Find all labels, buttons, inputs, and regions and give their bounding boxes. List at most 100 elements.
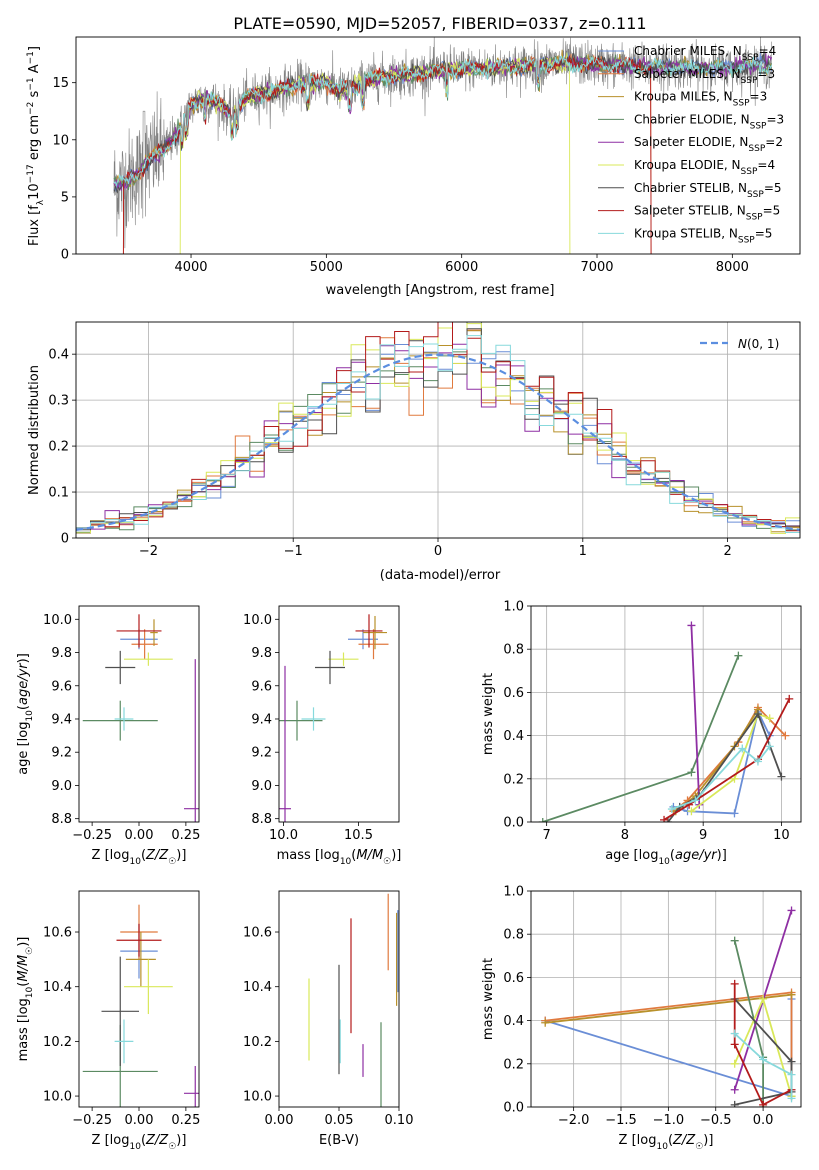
histogram-step (76, 328, 800, 531)
age-vs-metallicity-panel: −0.25 0.00 0.25 8.8 9.0 9.2 9.4 9.6 9.8 10.0 Z [lo… (16, 605, 200, 867)
label-part: N (738, 337, 747, 351)
legend-entry: Salpeter STELIB, NSSP=5 (634, 204, 780, 223)
x-tick-label: 10.0 (269, 828, 298, 843)
weight-point-marker (765, 714, 774, 723)
y-tick-label: 10.2 (43, 1035, 72, 1050)
weight-point-marker (687, 768, 696, 777)
label-part: SSP (741, 76, 758, 86)
y-tick-label: 8.8 (251, 812, 272, 827)
x-tick-label: 0.25 (171, 1113, 200, 1128)
x-tick-label: 0.25 (171, 828, 200, 843)
weight-point-marker (787, 906, 796, 915)
mass-weight-vs-metallicity-panel: −2.0 −1.5 −1.0 −0.5 0.0 0.0 0.2 0.4 0.6 0.8 1.0 Z [… (481, 885, 802, 1152)
weight-point-marker (734, 651, 743, 660)
plot-area (308, 893, 399, 1107)
label-part: )] (176, 848, 186, 863)
weight-point-marker (787, 1070, 796, 1079)
axes-frame (75, 36, 801, 255)
label-part: 10 (658, 857, 670, 867)
y-tick-label: 0.4 (503, 1014, 524, 1029)
legend-entry: Kroupa MILES, NSSP=3 (634, 90, 767, 109)
label-part: SSP (742, 53, 759, 63)
y-tick-label: 10.0 (43, 1090, 72, 1105)
gaussian-reference-line (76, 353, 800, 531)
label-part: ☉ (383, 857, 391, 867)
weight-point-marker (759, 1055, 768, 1064)
label-part: =3 (750, 90, 768, 104)
y-tick-label: 10.0 (43, 613, 72, 628)
label-part: age/yr (16, 662, 31, 705)
y-tick-label: 10.2 (243, 1035, 272, 1050)
weight-series-line (672, 706, 786, 812)
y-tick-label: 0.2 (48, 440, 69, 455)
label-part: Flux [f (27, 205, 42, 246)
weight-point-marker (730, 1029, 739, 1038)
plot-area (279, 614, 389, 822)
age-vs-mass-panel: 10.0 10.5 8.8 9.0 9.2 9.4 9.6 9.8 10.0 mass [log1… (243, 605, 401, 867)
label-part: Chabrier ELODIE, N (634, 112, 750, 126)
label-part: =5 (764, 181, 782, 195)
label-part: Salpeter STELIB, N (634, 204, 746, 218)
x-tick-label: −2.0 (558, 1113, 590, 1128)
y-axis-label: age [log10(age/yr)] (16, 653, 35, 775)
label-part: λ (36, 199, 46, 205)
label-part: −1 (26, 77, 36, 90)
y-tick-label: 0 (61, 248, 69, 263)
y-tick-label: 0 (61, 532, 69, 547)
y-tick-label: 9.8 (51, 646, 72, 661)
weight-series-line (690, 625, 701, 805)
label-part: M/M (16, 955, 31, 982)
legend-entry: Salpeter MILES, NSSP=3 (634, 67, 775, 86)
y-tick-label: 0.3 (48, 394, 69, 409)
weight-point-marker (787, 990, 796, 999)
label-part: =3 (757, 67, 775, 81)
label-part: age [log (16, 722, 31, 775)
label-part: ☉ (168, 1142, 176, 1152)
weight-point-marker (730, 774, 739, 783)
y-tick-label: 10.6 (43, 926, 72, 941)
label-part: SSP (750, 121, 767, 131)
label-part: ( (141, 1133, 146, 1148)
label-part: Kroupa ELODIE, N (634, 158, 741, 172)
label-part: =4 (759, 44, 777, 58)
weight-point-marker (687, 621, 696, 630)
plot-area (541, 906, 796, 1107)
x-tick-label: 10.5 (344, 828, 373, 843)
y-axis-label: Flux [fλ10−17 erg cm−2 s−1 A−1] (26, 46, 46, 246)
x-tick-label: −2 (139, 544, 158, 559)
x-tick-label: 8000 (716, 260, 749, 275)
label-part: −1 (26, 51, 36, 64)
figure-title: PLATE=0590, MJD=52057, FIBERID=0337, z=0… (233, 14, 646, 33)
x-tick-label: −1 (284, 544, 303, 559)
label-part: Z/Z (145, 848, 169, 863)
weight-point-marker (660, 815, 669, 822)
x-tick-label: 0.0 (753, 1113, 774, 1128)
x-tick-label: −1.0 (653, 1113, 685, 1128)
label-part: ( (16, 705, 31, 710)
label-part: ( (141, 848, 146, 863)
plot-area (76, 322, 800, 534)
weight-point-marker (753, 757, 762, 766)
y-tick-label: 15 (52, 76, 69, 91)
label-part: =3 (766, 112, 784, 126)
weight-point-marker (738, 744, 747, 753)
y-tick-label: 9.2 (51, 746, 72, 761)
x-tick-label: −0.25 (72, 1113, 112, 1128)
label-part: −2 (26, 102, 36, 115)
weight-point-marker (730, 936, 739, 945)
label-part: ☉ (695, 1142, 703, 1152)
label-part: ( (670, 848, 675, 863)
label-part: Salpeter ELODIE, N (634, 135, 748, 149)
y-tick-label: 0.6 (503, 971, 524, 986)
x-tick-label: 10 (773, 828, 790, 843)
y-axis-label: mass [log10(M/M☉)] (16, 937, 35, 1062)
y-tick-label: 0.8 (503, 643, 524, 658)
label-part: SSP (746, 213, 763, 223)
x-axis-label: wavelength [Angstrom, rest frame] (326, 283, 555, 298)
y-tick-label: 9.0 (251, 779, 272, 794)
x-tick-label: 0.00 (125, 1113, 154, 1128)
x-tick-label: 1 (579, 544, 587, 559)
label-part: SSP (738, 235, 755, 245)
